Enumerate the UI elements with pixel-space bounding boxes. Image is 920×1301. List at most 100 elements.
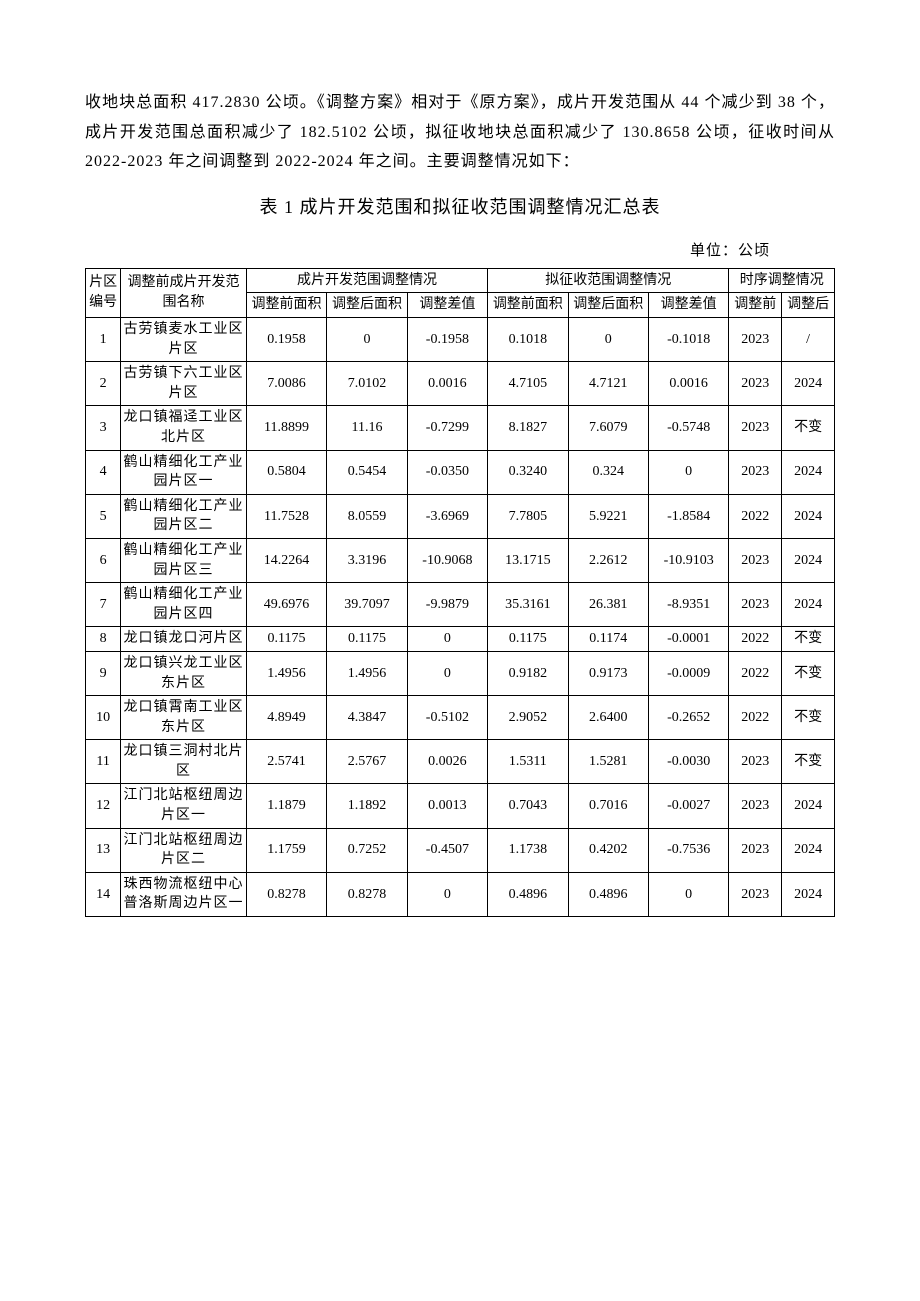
cell-dev-after: 1.4956 — [327, 651, 407, 695]
cell-time-before: 2023 — [729, 740, 782, 784]
cell-req-after: 0.324 — [568, 450, 648, 494]
cell-dev-after: 1.1892 — [327, 784, 407, 828]
table-row: 1古劳镇麦水工业区片区0.19580-0.19580.10180-0.10182… — [86, 318, 835, 362]
cell-dev-before: 4.8949 — [246, 696, 326, 740]
cell-req-diff: -0.1018 — [648, 318, 728, 362]
cell-req-before: 0.3240 — [488, 450, 568, 494]
cell-id: 11 — [86, 740, 121, 784]
table-row: 4鹤山精细化工产业园片区一0.58040.5454-0.03500.32400.… — [86, 450, 835, 494]
cell-time-after: 不变 — [782, 406, 835, 450]
cell-req-before: 2.9052 — [488, 696, 568, 740]
cell-dev-after: 7.0102 — [327, 362, 407, 406]
cell-time-before: 2022 — [729, 696, 782, 740]
cell-name: 龙口镇福迳工业区北片区 — [121, 406, 247, 450]
table-row: 13江门北站枢纽周边片区二1.17590.7252-0.45071.17380.… — [86, 828, 835, 872]
cell-time-after: 2024 — [782, 362, 835, 406]
table-row: 12江门北站枢纽周边片区一1.18791.18920.00130.70430.7… — [86, 784, 835, 828]
cell-dev-before: 11.7528 — [246, 494, 326, 538]
cell-req-before: 0.4896 — [488, 872, 568, 916]
cell-id: 12 — [86, 784, 121, 828]
cell-id: 2 — [86, 362, 121, 406]
cell-dev-after: 2.5767 — [327, 740, 407, 784]
header-req-before: 调整前面积 — [488, 293, 568, 318]
cell-dev-before: 49.6976 — [246, 583, 326, 627]
cell-req-diff: -0.0027 — [648, 784, 728, 828]
cell-name: 鹤山精细化工产业园片区一 — [121, 450, 247, 494]
cell-name: 鹤山精细化工产业园片区四 — [121, 583, 247, 627]
cell-time-before: 2023 — [729, 583, 782, 627]
cell-dev-before: 1.4956 — [246, 651, 326, 695]
cell-dev-after: 0.1175 — [327, 627, 407, 652]
cell-req-diff: -0.0009 — [648, 651, 728, 695]
cell-dev-diff: -0.4507 — [407, 828, 487, 872]
cell-id: 1 — [86, 318, 121, 362]
cell-dev-diff: 0.0013 — [407, 784, 487, 828]
cell-dev-before: 2.5741 — [246, 740, 326, 784]
cell-time-after: 2024 — [782, 538, 835, 582]
cell-dev-after: 0.5454 — [327, 450, 407, 494]
header-group-dev: 成片开发范围调整情况 — [246, 268, 487, 293]
cell-req-before: 0.1018 — [488, 318, 568, 362]
cell-dev-diff: 0.0016 — [407, 362, 487, 406]
cell-name: 江门北站枢纽周边片区一 — [121, 784, 247, 828]
table-row: 7鹤山精细化工产业园片区四49.697639.7097-9.987935.316… — [86, 583, 835, 627]
cell-req-diff: -0.2652 — [648, 696, 728, 740]
header-id: 片区编号 — [86, 268, 121, 317]
cell-time-after: 2024 — [782, 494, 835, 538]
cell-time-before: 2023 — [729, 450, 782, 494]
header-time-before: 调整前 — [729, 293, 782, 318]
cell-req-before: 13.1715 — [488, 538, 568, 582]
cell-time-before: 2023 — [729, 538, 782, 582]
table-row: 8龙口镇龙口河片区0.11750.117500.11750.1174-0.000… — [86, 627, 835, 652]
header-dev-diff: 调整差值 — [407, 293, 487, 318]
cell-req-after: 7.6079 — [568, 406, 648, 450]
cell-req-after: 1.5281 — [568, 740, 648, 784]
cell-dev-before: 0.1175 — [246, 627, 326, 652]
cell-dev-before: 7.0086 — [246, 362, 326, 406]
cell-dev-diff: 0 — [407, 627, 487, 652]
header-name: 调整前成片开发范围名称 — [121, 268, 247, 317]
table-row: 6鹤山精细化工产业园片区三14.22643.3196-10.906813.171… — [86, 538, 835, 582]
cell-time-before: 2022 — [729, 651, 782, 695]
cell-dev-after: 8.0559 — [327, 494, 407, 538]
cell-name: 古劳镇下六工业区片区 — [121, 362, 247, 406]
table-header: 片区编号 调整前成片开发范围名称 成片开发范围调整情况 拟征收范围调整情况 时序… — [86, 268, 835, 317]
cell-id: 5 — [86, 494, 121, 538]
cell-dev-after: 4.3847 — [327, 696, 407, 740]
header-group-time: 时序调整情况 — [729, 268, 835, 293]
cell-req-after: 4.7121 — [568, 362, 648, 406]
unit-label: 单位：公顷 — [85, 238, 835, 266]
cell-dev-after: 3.3196 — [327, 538, 407, 582]
cell-req-before: 8.1827 — [488, 406, 568, 450]
cell-time-after: 不变 — [782, 651, 835, 695]
cell-req-diff: -0.0001 — [648, 627, 728, 652]
header-req-after: 调整后面积 — [568, 293, 648, 318]
cell-id: 4 — [86, 450, 121, 494]
cell-dev-after: 0.7252 — [327, 828, 407, 872]
cell-id: 13 — [86, 828, 121, 872]
cell-id: 6 — [86, 538, 121, 582]
cell-dev-after: 11.16 — [327, 406, 407, 450]
cell-dev-before: 1.1879 — [246, 784, 326, 828]
cell-time-after: / — [782, 318, 835, 362]
cell-name: 鹤山精细化工产业园片区三 — [121, 538, 247, 582]
header-req-diff: 调整差值 — [648, 293, 728, 318]
cell-dev-diff: 0 — [407, 651, 487, 695]
cell-id: 10 — [86, 696, 121, 740]
table-row: 5鹤山精细化工产业园片区二11.75288.0559-3.69697.78055… — [86, 494, 835, 538]
cell-dev-before: 11.8899 — [246, 406, 326, 450]
cell-time-after: 2024 — [782, 872, 835, 916]
header-time-after: 调整后 — [782, 293, 835, 318]
cell-time-after: 2024 — [782, 784, 835, 828]
cell-time-before: 2023 — [729, 872, 782, 916]
cell-req-before: 0.1175 — [488, 627, 568, 652]
cell-name: 龙口镇龙口河片区 — [121, 627, 247, 652]
cell-time-after: 不变 — [782, 627, 835, 652]
cell-dev-diff: -0.7299 — [407, 406, 487, 450]
cell-req-diff: -0.5748 — [648, 406, 728, 450]
cell-dev-diff: -0.1958 — [407, 318, 487, 362]
cell-req-before: 1.1738 — [488, 828, 568, 872]
table-body: 1古劳镇麦水工业区片区0.19580-0.19580.10180-0.10182… — [86, 318, 835, 917]
cell-id: 8 — [86, 627, 121, 652]
cell-time-after: 不变 — [782, 696, 835, 740]
